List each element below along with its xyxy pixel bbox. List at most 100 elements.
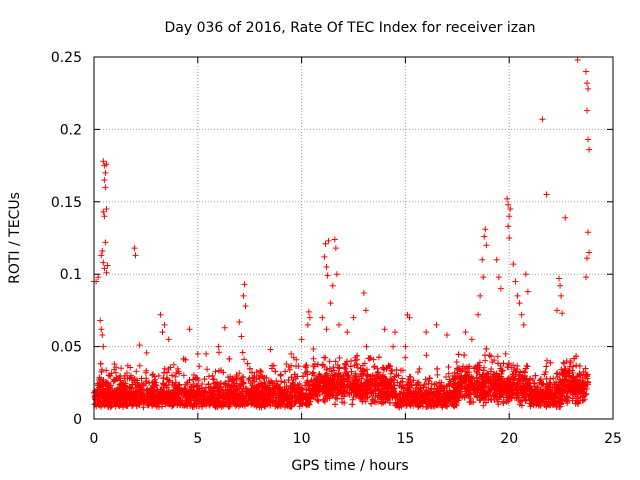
data-point — [140, 404, 147, 411]
data-point — [427, 389, 434, 396]
data-point — [543, 363, 550, 370]
data-point — [167, 364, 174, 371]
data-point — [480, 402, 487, 409]
data-point — [471, 385, 478, 392]
data-point — [172, 379, 179, 386]
data-point — [196, 363, 203, 370]
data-point — [326, 365, 333, 372]
data-point — [446, 381, 453, 388]
data-point — [372, 399, 379, 406]
data-point — [369, 396, 376, 403]
data-point — [295, 363, 302, 370]
data-point — [225, 400, 232, 407]
data-point — [500, 360, 507, 367]
data-point — [521, 393, 528, 400]
data-point — [507, 379, 514, 386]
data-point — [447, 398, 454, 405]
data-point — [482, 357, 489, 364]
data-point — [363, 343, 370, 350]
data-point — [341, 399, 348, 406]
data-point — [178, 390, 185, 397]
data-points — [91, 56, 593, 411]
data-point — [300, 373, 307, 380]
data-point — [273, 384, 280, 391]
data-point — [453, 388, 460, 395]
data-point — [111, 360, 118, 367]
data-point — [400, 399, 407, 406]
data-point — [214, 384, 221, 391]
data-point — [97, 360, 104, 367]
data-point — [260, 395, 267, 402]
data-point — [490, 371, 497, 378]
data-point — [495, 401, 502, 408]
data-point — [520, 383, 527, 390]
data-point — [138, 375, 145, 382]
data-point — [392, 394, 399, 401]
data-point — [283, 386, 290, 393]
data-point — [431, 381, 438, 388]
data-point — [386, 390, 393, 397]
data-point — [571, 355, 578, 362]
data-point — [316, 391, 323, 398]
data-point — [413, 395, 420, 402]
data-point — [251, 402, 258, 409]
data-point — [294, 392, 301, 399]
data-point — [558, 379, 565, 386]
data-point — [404, 381, 411, 388]
data-point — [476, 359, 483, 366]
data-point — [357, 365, 364, 372]
data-point — [430, 396, 437, 403]
data-point — [290, 354, 297, 361]
data-point — [294, 382, 301, 389]
data-point — [482, 352, 489, 359]
data-point — [257, 367, 264, 374]
data-point — [580, 397, 587, 404]
data-point — [558, 366, 565, 373]
data-point — [447, 378, 454, 385]
data-point — [278, 378, 285, 385]
data-point — [524, 381, 531, 388]
data-point — [522, 397, 529, 404]
data-point — [374, 382, 381, 389]
data-point — [416, 365, 423, 372]
data-point — [509, 375, 516, 382]
data-point — [152, 396, 159, 403]
data-point — [269, 379, 276, 386]
data-point — [190, 376, 197, 383]
data-point — [267, 392, 274, 399]
data-point — [468, 383, 475, 390]
data-point — [258, 388, 265, 395]
data-point — [336, 365, 343, 372]
data-point — [350, 393, 357, 400]
data-point — [204, 366, 211, 373]
data-point — [149, 391, 156, 398]
data-point — [455, 351, 462, 358]
data-point — [558, 385, 565, 392]
data-point — [190, 381, 197, 388]
data-point — [143, 378, 150, 385]
data-point — [525, 385, 532, 392]
data-point — [396, 404, 403, 411]
data-point — [112, 369, 119, 376]
data-point — [199, 400, 206, 407]
data-point — [265, 378, 272, 385]
data-point — [121, 372, 128, 379]
data-point — [112, 391, 119, 398]
data-point — [277, 395, 284, 402]
data-point — [385, 362, 392, 369]
data-point — [211, 391, 218, 398]
data-point — [335, 364, 342, 371]
data-point — [250, 396, 257, 403]
data-point — [317, 378, 324, 385]
data-point — [496, 388, 503, 395]
data-point — [140, 398, 147, 405]
data-point — [330, 376, 337, 383]
data-point — [92, 396, 99, 403]
data-point — [329, 386, 336, 393]
data-point — [451, 369, 458, 376]
data-point — [529, 376, 536, 383]
data-point — [332, 372, 339, 379]
data-point — [257, 380, 264, 387]
data-point — [176, 381, 183, 388]
data-point — [136, 401, 143, 408]
